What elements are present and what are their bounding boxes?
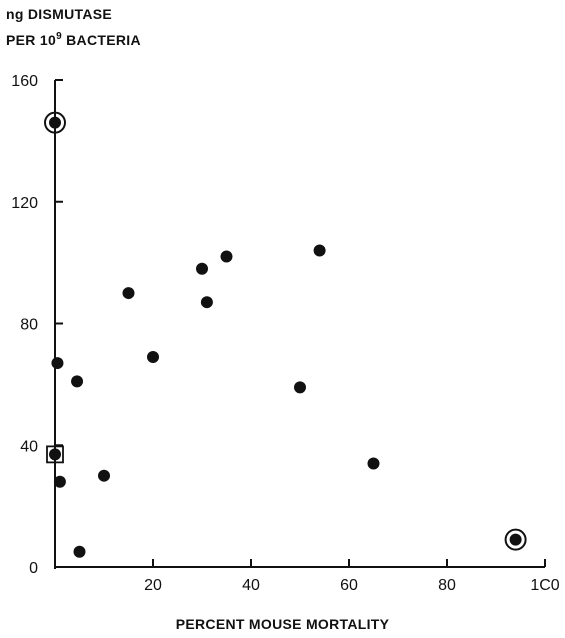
data-point [73,545,86,558]
y-axis-label-exponent: 9 [56,31,62,42]
data-point [294,381,306,394]
data-point [367,457,380,470]
data-point-ring [504,528,527,551]
x-tick-label: 80 [438,577,456,594]
data-point [220,250,233,263]
data-point [196,262,208,275]
data-point [49,116,61,129]
x-tick-label: 20 [144,577,162,594]
y-axis-label-line-1: ng DISMUTASE [6,6,113,22]
axes [54,80,545,569]
data-point [49,448,61,461]
data-point [98,469,110,482]
y-tick-label: 160 [11,73,38,90]
data-point [509,533,522,546]
data-point [51,357,64,370]
x-tick-label: 60 [340,577,358,594]
data-point [313,244,326,257]
y-axis-label-suffix: BACTERIA [61,32,141,48]
data-point-ring [44,111,66,134]
y-tick-label: 80 [20,317,38,334]
y-tick-label: 0 [29,560,38,577]
y-tick-label: 120 [11,195,38,212]
data-point [71,375,84,388]
data-point [200,296,213,309]
data-points [44,111,527,558]
data-point [147,350,159,363]
ticks: 0 40 80 120 160 20 40 60 80 1C0 [11,73,559,594]
x-tick-label: 1C0 [530,577,559,594]
x-tick-label: 40 [242,577,260,594]
data-point-box [46,445,64,464]
y-axis-label-line-2: PER 109 BACTERIA [6,31,141,48]
y-tick-label: 40 [20,438,38,455]
x-axis-label: PERCENT MOUSE MORTALITY [175,616,390,632]
data-point [122,287,135,300]
data-point [53,475,66,488]
y-axis-label-prefix: PER 10 [6,32,57,48]
